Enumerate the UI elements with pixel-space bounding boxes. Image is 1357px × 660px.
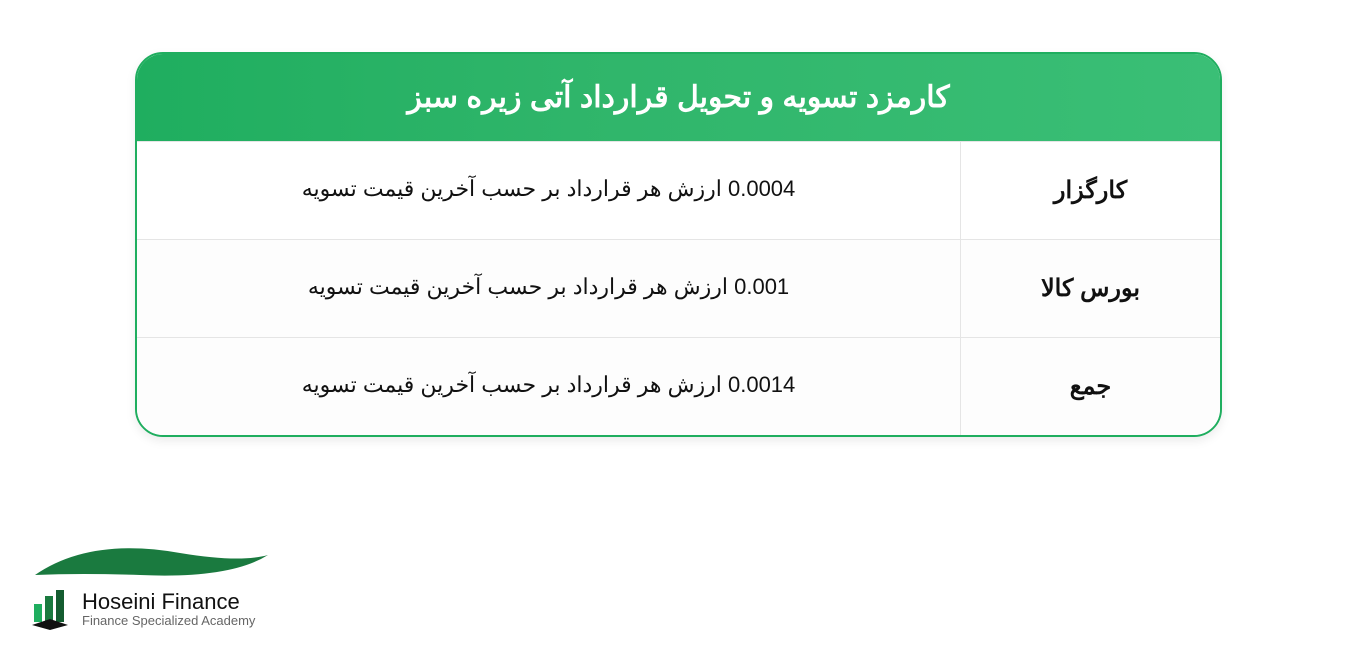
table-row: بورس کالا 0.001 ارزش هر قرارداد بر حسب آ…: [137, 239, 1220, 337]
row-value: 0.0014 ارزش هر قرارداد بر حسب آخرین قیمت…: [137, 338, 960, 435]
logo-subtitle: Finance Specialized Academy: [82, 614, 255, 629]
row-label: کارگزار: [960, 142, 1220, 239]
logo-line: Hoseini Finance Finance Specialized Acad…: [30, 588, 270, 630]
table-row: جمع 0.0014 ارزش هر قرارداد بر حسب آخرین …: [137, 337, 1220, 435]
row-label: جمع: [960, 338, 1220, 435]
row-value: 0.001 ارزش هر قرارداد بر حسب آخرین قیمت …: [137, 240, 960, 337]
card-title: کارمزد تسویه و تحویل قرارداد آتی زیره سب…: [137, 54, 1220, 141]
logo-title: Hoseini Finance: [82, 589, 255, 614]
table-row: کارگزار 0.0004 ارزش هر قرارداد بر حسب آخ…: [137, 141, 1220, 239]
brand-logo: Hoseini Finance Finance Specialized Acad…: [30, 545, 270, 630]
leaf-icon: [30, 545, 270, 581]
fee-table-card: کارمزد تسویه و تحویل قرارداد آتی زیره سب…: [135, 52, 1222, 437]
bars-cap-icon: [30, 588, 72, 630]
row-value: 0.0004 ارزش هر قرارداد بر حسب آخرین قیمت…: [137, 142, 960, 239]
row-label: بورس کالا: [960, 240, 1220, 337]
